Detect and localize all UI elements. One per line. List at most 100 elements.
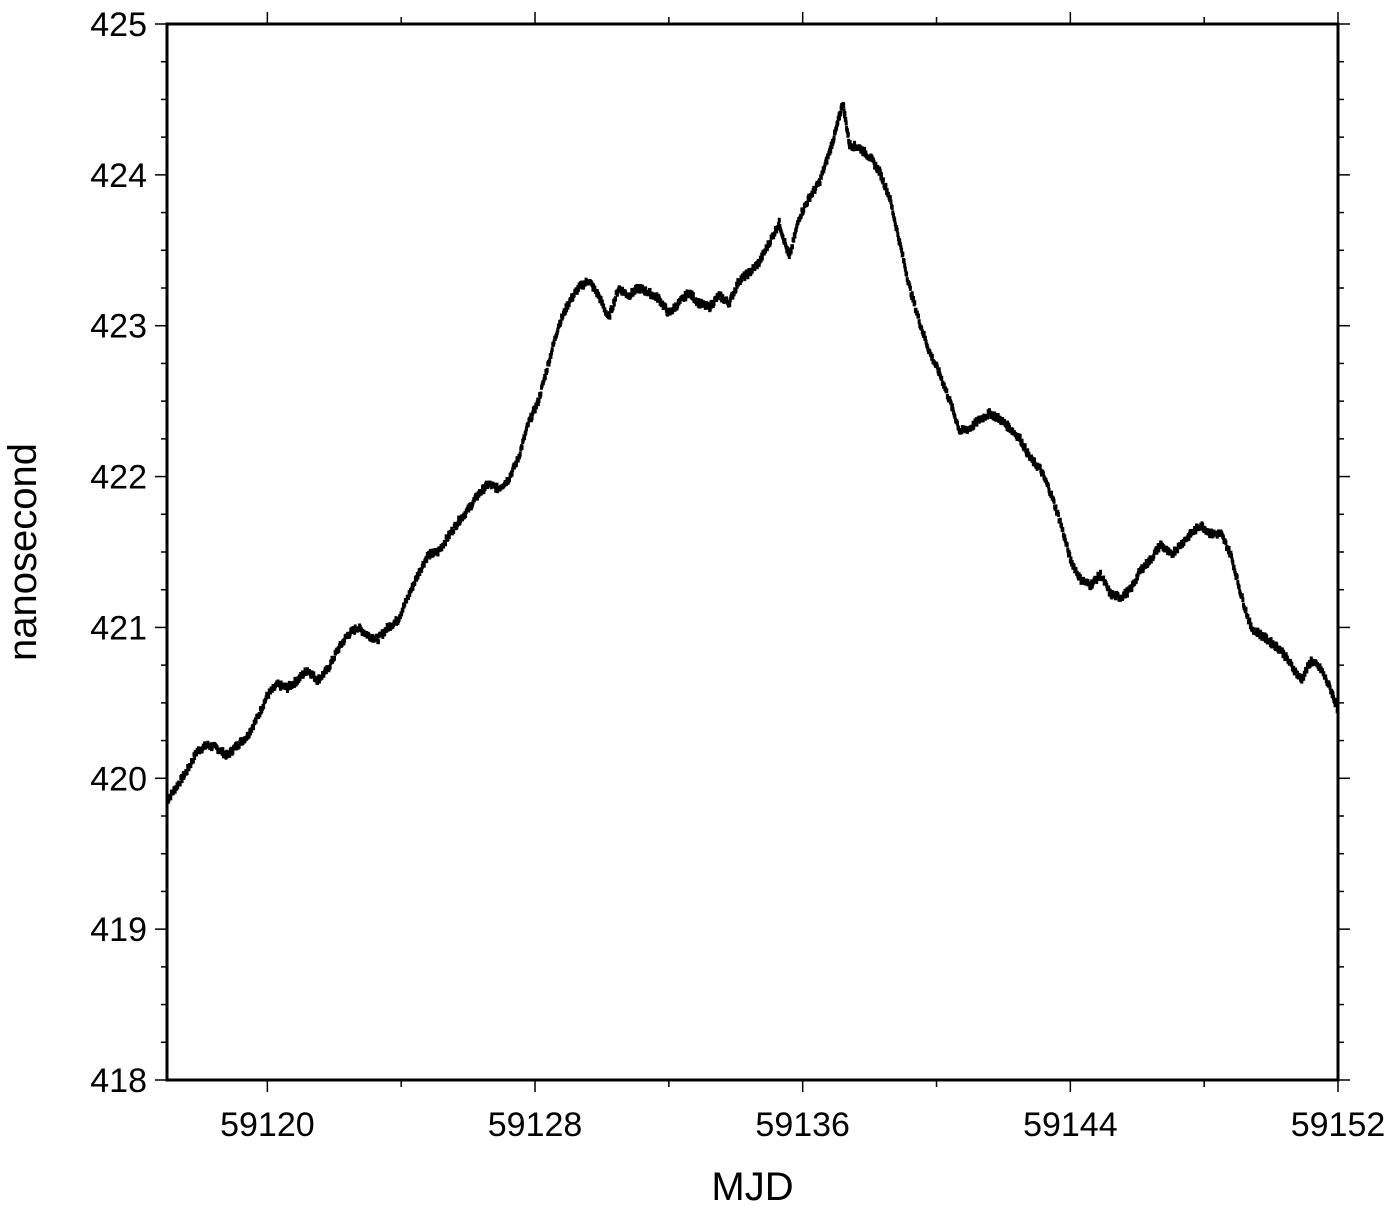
- data-point: [1215, 533, 1219, 539]
- data-point: [1331, 695, 1335, 701]
- data-point: [1147, 559, 1151, 565]
- data-point: [858, 144, 862, 150]
- data-point: [940, 375, 944, 381]
- data-point: [710, 299, 714, 305]
- data-point: [1232, 564, 1236, 570]
- data-point: [231, 749, 235, 755]
- data-point: [822, 165, 826, 171]
- data-point: [1269, 637, 1273, 643]
- y-axis-label: nanosecond: [1, 443, 45, 661]
- data-point: [481, 484, 485, 490]
- data-point: [430, 548, 434, 554]
- data-point: [785, 246, 789, 252]
- data-point: [526, 421, 530, 427]
- data-point: [381, 633, 385, 639]
- data-point: [903, 266, 907, 272]
- data-point: [1140, 564, 1144, 570]
- data-point: [247, 733, 251, 739]
- data-point: [960, 429, 964, 435]
- data-point: [895, 225, 899, 231]
- data-point: [559, 319, 563, 325]
- data-point: [258, 712, 262, 718]
- data-point: [531, 410, 535, 416]
- data-point: [634, 287, 638, 293]
- data-point: [483, 486, 487, 492]
- data-point: [740, 277, 744, 283]
- data-point: [411, 585, 415, 591]
- data-point: [324, 669, 328, 675]
- data-point: [781, 234, 785, 240]
- data-point: [1331, 692, 1335, 698]
- data-point: [1065, 542, 1069, 548]
- data-point: [836, 119, 840, 125]
- data-point: [482, 489, 486, 495]
- data-point: [452, 528, 456, 534]
- data-point: [1268, 639, 1272, 645]
- data-point: [765, 246, 769, 252]
- data-point: [826, 154, 830, 160]
- data-point: [171, 790, 175, 796]
- data-point: [178, 781, 182, 787]
- data-point: [337, 647, 341, 653]
- data-point: [1282, 649, 1286, 655]
- data-point: [913, 300, 917, 306]
- data-point: [1095, 578, 1099, 584]
- data-point: [270, 687, 274, 693]
- data-point: [891, 212, 895, 218]
- data-point: [1249, 622, 1253, 628]
- data-point: [541, 379, 545, 385]
- data-point: [972, 424, 976, 430]
- data-point: [787, 254, 791, 260]
- data-point: [408, 591, 412, 597]
- data-point: [817, 178, 821, 184]
- data-point: [480, 489, 484, 495]
- data-point: [757, 262, 761, 268]
- data-point: [566, 304, 570, 310]
- data-point: [924, 339, 928, 345]
- data-point: [1256, 627, 1260, 633]
- data-point: [532, 405, 536, 411]
- data-point: [734, 287, 738, 293]
- data-point: [955, 420, 959, 426]
- data-point: [375, 634, 379, 640]
- data-point: [599, 296, 603, 302]
- data-point: [1241, 597, 1245, 603]
- data-point: [830, 144, 834, 150]
- data-point: [825, 159, 829, 165]
- data-point: [1007, 425, 1011, 431]
- data-point: [1135, 575, 1139, 581]
- x-tick-label: 59136: [755, 1106, 850, 1144]
- data-point: [1056, 511, 1060, 517]
- data-point: [1144, 559, 1148, 565]
- data-point: [292, 682, 296, 688]
- data-point: [828, 145, 832, 151]
- data-point: [1240, 593, 1244, 599]
- data-point: [951, 407, 955, 413]
- data-point: [1087, 581, 1091, 587]
- data-point: [1054, 504, 1058, 510]
- data-point: [1273, 646, 1277, 652]
- data-point: [577, 286, 581, 292]
- data-point: [930, 353, 934, 359]
- data-point: [760, 255, 764, 261]
- data-point: [520, 444, 524, 450]
- data-point: [548, 358, 552, 364]
- data-point: [746, 274, 750, 280]
- data-point: [552, 339, 556, 345]
- data-point: [802, 207, 806, 213]
- data-point: [1046, 483, 1050, 489]
- data-point: [467, 507, 471, 513]
- data-point: [920, 325, 924, 331]
- data-point: [1246, 613, 1250, 619]
- data-point: [1244, 606, 1248, 612]
- data-point: [332, 655, 336, 661]
- data-point: [401, 607, 405, 613]
- data-point: [1068, 552, 1072, 558]
- data-point: [200, 748, 204, 754]
- data-point: [824, 156, 828, 162]
- data-point: [1237, 584, 1241, 590]
- data-point: [1002, 418, 1006, 424]
- data-point: [950, 403, 954, 409]
- data-point: [687, 293, 691, 299]
- data-point: [885, 188, 889, 194]
